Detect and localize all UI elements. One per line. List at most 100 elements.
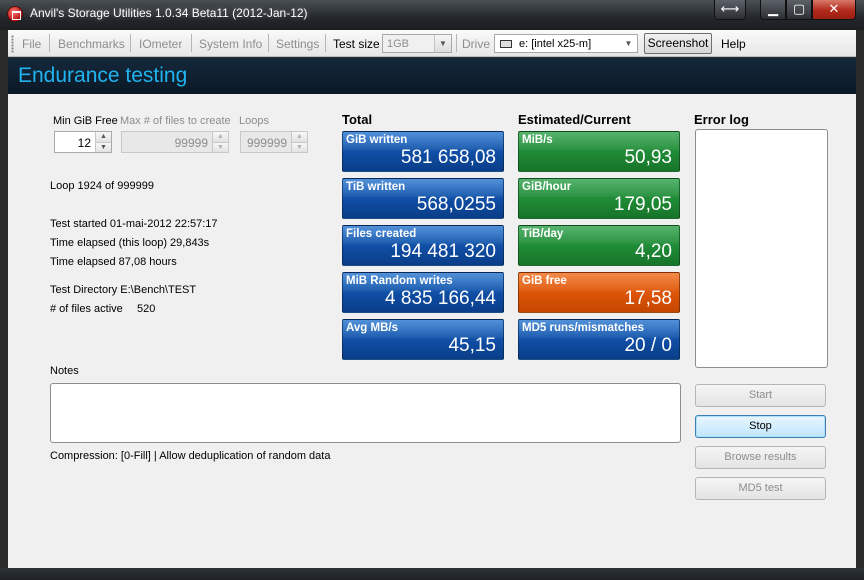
chevron-down-icon: ▼ [434,35,451,52]
stat-tile-tib-written: TiB written 568,0255 [342,178,504,219]
error-log-textarea[interactable] [695,129,828,368]
tile-label: GiB/hour [522,181,572,193]
drive-label: Drive [462,37,491,51]
tile-label: GiB free [522,275,567,287]
menu-separator [49,34,50,52]
start-button[interactable]: Start [695,384,826,407]
chevron-down-icon: ▼ [624,39,633,48]
tile-label: TiB written [346,181,406,193]
error-log-heading: Error log [694,112,749,127]
menu-file[interactable]: File [22,37,42,51]
menu-iometer[interactable]: IOmeter [139,37,183,51]
stat-tile-mibs: MiB/s 50,93 [518,131,680,172]
max-files-value: 99999 [174,136,208,150]
tile-label: MD5 runs/mismatches [522,322,645,334]
estimated-heading: Estimated/Current [518,112,631,127]
tile-value: 50,93 [624,147,672,168]
stat-tile-md5-runs: MD5 runs/mismatches 20 / 0 [518,319,680,360]
main-content: Min GiB Free 12 ▲ ▼ Max # of files to cre… [8,94,856,568]
tile-label: MiB/s [522,134,553,146]
tile-value: 45,15 [448,335,496,356]
stat-tile-gib-free: GiB free 17,58 [518,272,680,313]
window-title: Anvil's Storage Utilities 1.0.34 Beta11 … [30,6,308,20]
loops-spinner[interactable]: 999999 ▲ ▼ [240,131,308,153]
toolbar-grip[interactable] [11,35,14,53]
test-size-value: 1GB [387,38,410,50]
spinner-arrows[interactable]: ▲ ▼ [95,132,111,152]
tile-value: 581 658,08 [400,147,496,168]
tile-label: TiB/day [522,228,564,240]
tile-value: 194 481 320 [390,241,496,262]
stat-tile-files-created: Files created 194 481 320 [342,225,504,266]
minimize-icon[interactable]: ▁ [760,0,786,20]
menu-separator [268,34,269,52]
tile-label: MiB Random writes [346,275,453,287]
screenshot-button[interactable]: Screenshot [644,33,712,54]
arrow-up-icon[interactable]: ▲ [213,132,228,142]
window-bottom-edge [0,568,864,580]
tile-value: 4 835 166,44 [385,288,496,309]
max-files-label: Max # of files to create [120,115,231,127]
test-size-select[interactable]: 1GB ▼ [382,34,452,53]
menu-separator [191,34,192,52]
tile-value: 4,20 [635,241,672,262]
tile-value: 179,05 [613,194,672,215]
arrow-down-icon[interactable]: ▼ [292,142,307,152]
md5-test-button[interactable]: MD5 test [695,477,826,500]
swap-arrows-icon[interactable]: ⟷ [714,0,746,20]
drive-value: e: [intel x25-m] [519,38,592,50]
stat-tile-tib-day: TiB/day 4,20 [518,225,680,266]
arrow-up-icon[interactable]: ▲ [292,132,307,142]
browse-results-button[interactable]: Browse results [695,446,826,469]
stat-tile-gib-written: GiB written 581 658,08 [342,131,504,172]
tile-value: 17,58 [624,288,672,309]
time-elapsed-loop: Time elapsed (this loop) 29,843s [50,237,210,249]
arrow-down-icon[interactable]: ▼ [213,142,228,152]
close-icon[interactable]: ✕ [812,0,856,20]
tile-value: 20 / 0 [624,335,672,356]
drive-select[interactable]: e: [intel x25-m] ▼ [494,34,638,53]
total-heading: Total [342,112,373,127]
menu-bar: File Benchmarks IOmeter System Info Sett… [8,30,856,57]
menu-separator [456,34,457,52]
test-started: Test started 01-mai-2012 22:57:17 [50,218,218,230]
loops-value: 999999 [246,136,287,150]
time-elapsed-total: Time elapsed 87,08 hours [50,256,177,268]
tile-label: GiB written [346,134,408,146]
stop-button[interactable]: Stop [695,415,826,438]
app-icon[interactable] [7,6,23,22]
drive-icon [500,40,512,48]
max-files-spinner[interactable]: 99999 ▲ ▼ [121,131,229,153]
window-controls: ⟷ ▁ ▢ ✕ [714,0,856,20]
spinner-arrows[interactable]: ▲ ▼ [291,132,307,152]
files-active-label: # of files active [50,303,123,315]
maximize-icon[interactable]: ▢ [786,0,812,20]
menu-separator [325,34,326,52]
arrow-down-icon[interactable]: ▼ [96,142,111,152]
tile-label: Files created [346,228,417,240]
test-size-label: Test size [333,37,380,51]
spinner-arrows[interactable]: ▲ ▼ [212,132,228,152]
tile-value: 568,0255 [416,194,496,215]
menu-system-info[interactable]: System Info [199,37,263,51]
notes-textarea[interactable] [50,383,681,443]
tile-label: Avg MB/s [346,322,398,334]
menu-help[interactable]: Help [721,37,746,51]
loop-counter: Loop 1924 of 999999 [50,180,154,192]
files-active-value: 520 [137,303,156,315]
loops-label: Loops [239,115,269,127]
section-header: Endurance testing [8,58,856,94]
min-free-spinner[interactable]: 12 ▲ ▼ [54,131,112,153]
compression-info: Compression: [0-Fill] | Allow deduplicat… [50,450,331,462]
min-free-label: Min GiB Free [53,115,118,127]
arrow-up-icon[interactable]: ▲ [96,132,111,142]
menu-benchmarks[interactable]: Benchmarks [58,37,125,51]
stat-tile-avg-mbs: Avg MB/s 45,15 [342,319,504,360]
menu-settings[interactable]: Settings [276,37,320,51]
menu-separator [130,34,131,52]
notes-label: Notes [50,365,79,377]
min-free-value: 12 [77,136,91,150]
page-title: Endurance testing [18,64,188,87]
stat-tile-gib-hour: GiB/hour 179,05 [518,178,680,219]
test-directory: Test Directory E:\Bench\TEST [50,284,197,296]
